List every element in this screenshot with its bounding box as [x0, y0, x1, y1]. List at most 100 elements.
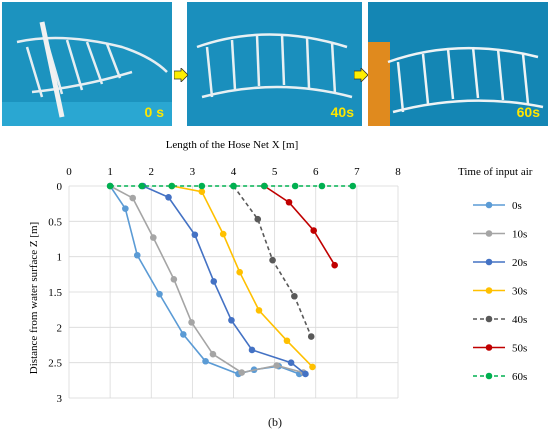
data-point [209, 350, 217, 358]
data-point [287, 359, 295, 366]
legend-marker [485, 287, 493, 294]
data-point [255, 307, 263, 314]
legend-title: Time of input air [458, 166, 533, 178]
series-40s [230, 182, 315, 340]
data-point [138, 182, 146, 190]
photo-label: 60s [516, 104, 540, 120]
data-point [254, 215, 262, 223]
data-point [238, 369, 246, 376]
photo-label: 0 s [144, 104, 164, 120]
series-lines [106, 182, 357, 378]
data-point [188, 319, 195, 326]
legend: 0s 10s 20s 30s 40s 50s 60s [473, 200, 527, 383]
legend-label: 50s [512, 343, 527, 355]
data-point [156, 290, 163, 298]
data-point [198, 188, 206, 195]
y-tick-label: 0 [57, 181, 63, 193]
legend-label: 30s [512, 286, 527, 298]
data-point [129, 194, 137, 202]
x-tick-label: 3 [190, 166, 196, 178]
x-tick-label: 5 [272, 166, 278, 178]
photo-label: 40s [330, 104, 354, 120]
legend-marker [485, 344, 493, 351]
data-point [331, 261, 338, 269]
y-tick-label: 2 [57, 322, 63, 334]
arrow-right-icon [354, 68, 368, 82]
data-point [170, 275, 178, 283]
x-tick-label: 0 [66, 166, 72, 178]
data-point [291, 182, 299, 190]
data-point [122, 205, 129, 212]
legend-marker [485, 201, 493, 209]
photo-0s: 0 s [2, 2, 172, 126]
legend-label: 40s [512, 314, 527, 326]
figure-caption: (b) [268, 415, 282, 429]
photo-60s: 60s [368, 2, 548, 126]
legend-marker [485, 315, 493, 323]
legend-label: 20s [512, 257, 527, 269]
data-point [261, 182, 268, 190]
tick-labels: 0 1 2 3 4 5 6 7 8 0 0.5 1 1.5 2 2.5 3 [48, 166, 401, 405]
data-point [309, 363, 316, 371]
series-line [109, 185, 300, 375]
legend-label: 10s [512, 229, 527, 241]
data-point [191, 231, 199, 239]
series-10s [106, 182, 307, 376]
legend-label: 60s [512, 371, 527, 383]
legend-marker [485, 230, 493, 237]
data-point [310, 227, 317, 234]
data-point [236, 268, 243, 276]
series-0s [106, 182, 303, 378]
series-30s [168, 182, 316, 371]
x-tick-label: 7 [354, 166, 360, 178]
x-tick-label: 2 [149, 166, 155, 178]
x-tick-label: 1 [107, 166, 113, 178]
arrow-right-icon [174, 68, 188, 82]
hose-net-depth-chart: Length of the Hose Net X [m] Distance fr… [28, 139, 533, 405]
data-point [133, 251, 141, 259]
y-axis-title: Distance from water surface Z [m] [28, 222, 40, 374]
x-tick-label: 8 [395, 166, 401, 178]
data-point [230, 182, 237, 190]
data-point [269, 256, 276, 264]
hose-net-rising-icon [187, 2, 362, 126]
data-point [210, 278, 218, 285]
x-tick-label: 6 [313, 166, 319, 178]
hose-net-flat-icon [2, 2, 172, 126]
y-tick-label: 3 [57, 393, 63, 405]
data-point [202, 357, 209, 365]
series-line [142, 185, 306, 375]
data-point [180, 331, 187, 338]
photo-strip: 0 s 40s 60s [2, 2, 548, 126]
data-point [302, 370, 309, 378]
data-point [349, 182, 357, 190]
data-point [283, 337, 291, 345]
data-point [273, 362, 280, 369]
grid [68, 185, 399, 399]
data-point [219, 230, 227, 238]
data-point [291, 292, 298, 300]
legend-marker [485, 258, 493, 266]
x-axis-title: Length of the Hose Net X [m] [166, 139, 299, 151]
series-line [171, 185, 314, 368]
y-tick-label: 1.5 [48, 287, 62, 299]
y-tick-label: 1 [57, 252, 63, 264]
series-50s [261, 182, 338, 269]
photo-40s: 40s [187, 2, 362, 126]
x-tick-label: 4 [231, 166, 237, 178]
data-point [150, 234, 157, 241]
data-point [285, 198, 293, 206]
series-60s [106, 182, 357, 190]
data-point [228, 316, 235, 324]
series-line [263, 185, 336, 266]
data-point [318, 182, 326, 190]
data-point [248, 346, 256, 354]
series-20s [139, 182, 309, 378]
legend-marker [485, 372, 493, 380]
y-tick-label: 0.5 [48, 216, 62, 228]
data-point [106, 182, 114, 190]
hose-net-floating-icon [368, 2, 548, 126]
legend-label: 0s [512, 200, 522, 212]
data-point [165, 194, 172, 201]
data-point [307, 333, 315, 340]
